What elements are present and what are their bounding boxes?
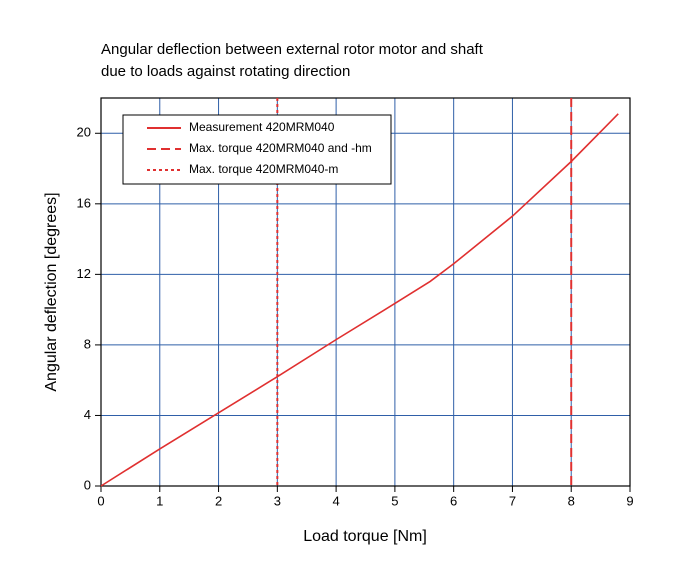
x-tick-label: 9 [626,493,633,508]
y-tick-label: 20 [77,125,91,140]
y-tick-label: 4 [84,407,91,422]
y-tick-label: 16 [77,195,91,210]
x-tick-label: 0 [97,493,104,508]
chart-title: Angular deflection between external roto… [101,41,484,58]
legend-box [122,114,392,185]
legend-label: Max. torque 420MRM040 and -hm [189,141,372,155]
data-line [100,113,619,487]
chart-title: due to loads against rotating direction [101,63,350,80]
legend-label: Max. torque 420MRM040-m [189,162,338,176]
x-tick-label: 3 [274,493,281,508]
x-tick-label: 8 [568,493,575,508]
x-tick-label: 5 [391,493,398,508]
y-tick-label: 8 [84,336,91,351]
x-tick-label: 6 [450,493,457,508]
x-tick-label: 7 [509,493,516,508]
x-tick-label: 4 [332,493,339,508]
x-axis-label: Load torque [Nm] [303,528,427,545]
x-tick-label: 2 [215,493,222,508]
y-tick-label: 12 [77,266,91,281]
y-axis-label: Angular deflection [degrees] [43,192,60,391]
y-tick-label: 0 [84,477,91,492]
legend-label: Measurement 420MRM040 [189,120,335,134]
x-tick-label: 1 [156,493,163,508]
plot-frame [100,97,631,487]
